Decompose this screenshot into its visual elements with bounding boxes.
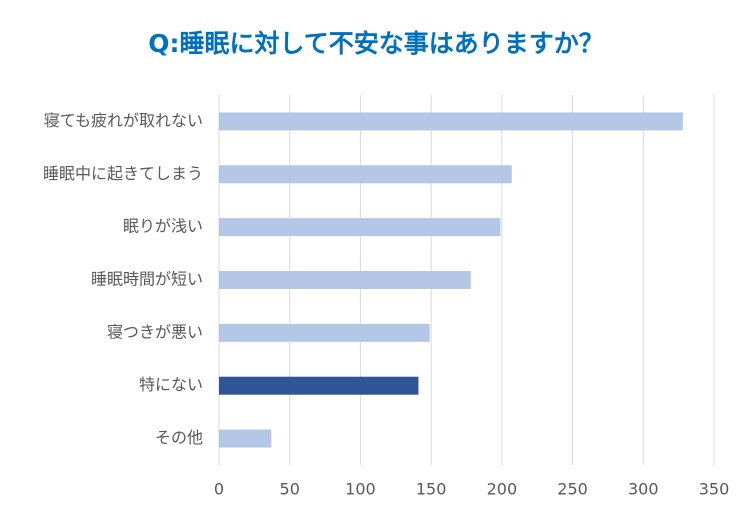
x-tick-label: 0 xyxy=(214,480,224,499)
x-tick-label: 350 xyxy=(699,480,730,499)
bar xyxy=(219,112,683,131)
x-tick-label: 200 xyxy=(487,480,518,499)
y-tick-label: その他 xyxy=(155,428,203,447)
chart-title: Q:睡眠に対して不安な事はありますか？ xyxy=(148,29,604,58)
y-tick-label: 特にない xyxy=(139,375,203,394)
bar xyxy=(219,376,419,395)
x-tick-label: 250 xyxy=(557,480,588,499)
y-tick-label: 睡眠時間が短い xyxy=(91,270,203,289)
bar xyxy=(219,165,512,184)
x-tick-label: 50 xyxy=(280,480,300,499)
y-tick-label: 睡眠中に起きてしまう xyxy=(43,164,203,183)
y-tick-label: 寝つきが悪い xyxy=(107,322,203,341)
x-tick-label: 100 xyxy=(345,480,376,499)
bar xyxy=(219,429,272,448)
x-tick-label: 300 xyxy=(628,480,659,499)
bar xyxy=(219,271,471,289)
y-tick-label: 寝ても疲れが取れない xyxy=(44,111,203,130)
bar xyxy=(219,218,501,237)
y-tick-label: 眠りが浅い xyxy=(123,217,203,236)
bar xyxy=(219,323,430,342)
x-tick-label: 150 xyxy=(416,480,447,499)
